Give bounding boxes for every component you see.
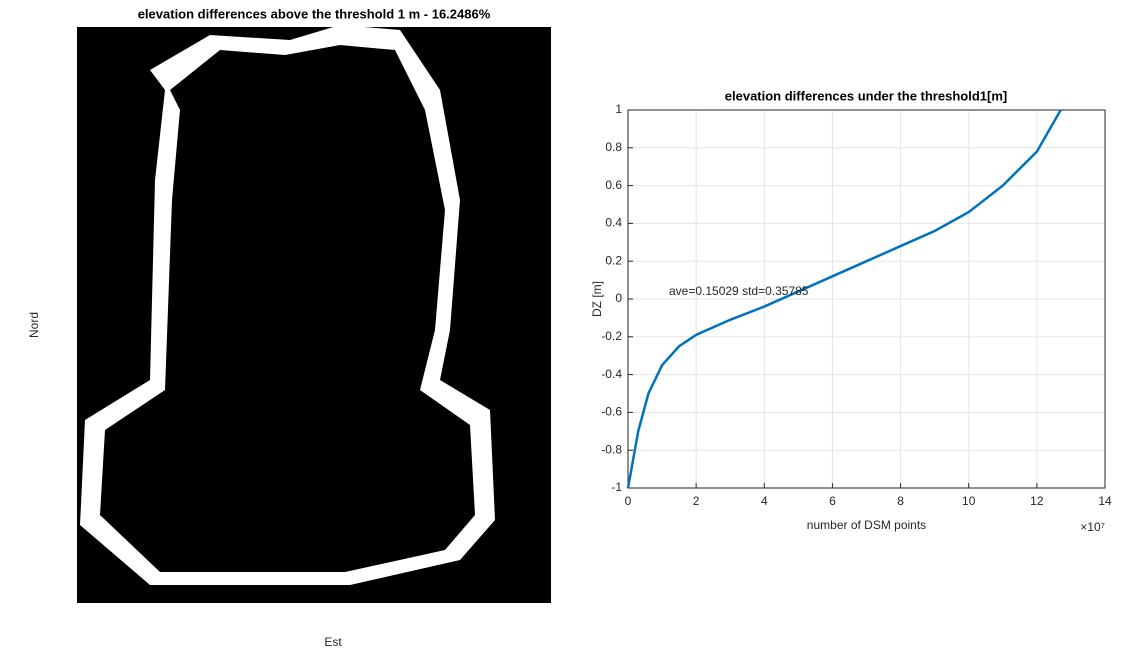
x-multiplier: ×10⁷ xyxy=(1080,520,1105,534)
x-axis-label: number of DSM points xyxy=(807,518,926,532)
x-tick-label: 0 xyxy=(625,494,632,508)
y-tick-label: -0.2 xyxy=(601,329,622,343)
x-tick-label: 8 xyxy=(897,494,904,508)
axes-box xyxy=(627,109,1106,489)
annotation: ave=0.15029 std=0.35785 xyxy=(669,284,809,298)
x-tick-label: 2 xyxy=(693,494,700,508)
y-tick-label: 0.4 xyxy=(605,216,622,230)
x-tick-label: 6 xyxy=(829,494,836,508)
image-content xyxy=(100,45,475,572)
y-tick-label: -0.6 xyxy=(601,405,622,419)
y-axis-label: DZ [m] xyxy=(590,281,604,317)
x-tick-label: 10 xyxy=(962,494,976,508)
y-tick-label: 0 xyxy=(615,291,622,305)
x-tick-label: 12 xyxy=(1030,494,1044,508)
data-line xyxy=(626,109,1062,489)
y-tick-label: -1 xyxy=(611,480,622,494)
y-tick-label: -0.4 xyxy=(601,367,622,381)
y-tick-label: -0.8 xyxy=(601,442,622,456)
chart-title: elevation differences under the threshol… xyxy=(725,88,1007,103)
image-y-label: Nord xyxy=(27,312,41,338)
y-tick-label: 0.8 xyxy=(605,140,622,154)
y-tick-label: 0.6 xyxy=(605,178,622,192)
y-tick-label: 1 xyxy=(615,102,622,116)
y-tick-label: 0.2 xyxy=(605,253,622,267)
x-tick-label: 4 xyxy=(761,494,768,508)
image-x-label: Est xyxy=(324,635,342,649)
x-tick-label: 14 xyxy=(1098,494,1112,508)
image-title: elevation differences above the threshol… xyxy=(138,6,491,21)
